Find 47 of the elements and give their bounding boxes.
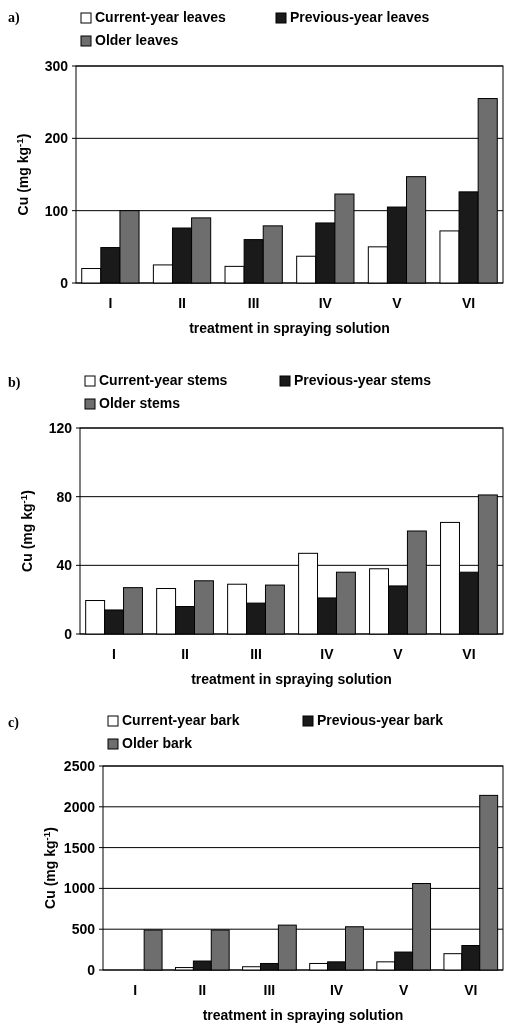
legend-label: Current-year bark: [122, 712, 240, 728]
y-tick-label: 40: [56, 557, 73, 574]
legend-label: Current-year leaves: [95, 9, 226, 25]
legend-label: Older leaves: [95, 32, 179, 48]
legend-label: Previous-year stems: [294, 372, 432, 388]
y-tick-label: 500: [71, 921, 96, 938]
y-tick-label: 120: [48, 419, 73, 436]
legend-label: Previous-year leaves: [290, 9, 430, 25]
x-axis-title: treatment in spraying solution: [191, 671, 392, 687]
x-tick-label: IV: [318, 295, 333, 311]
chart-title: c): [8, 715, 20, 731]
x-tick-label: II: [198, 982, 207, 998]
y-tick-label: 80: [56, 488, 73, 505]
x-tick-label: I: [108, 295, 113, 311]
chart-title: a): [8, 10, 20, 26]
x-tick-label: VI: [464, 982, 478, 998]
x-tick-label: I: [112, 646, 117, 662]
y-tick-label: 0: [64, 625, 73, 642]
y-tick-label: 100: [44, 202, 69, 219]
y-tick-label: 200: [44, 130, 69, 147]
legend-label: Older bark: [122, 735, 193, 751]
y-tick-label: 1000: [63, 880, 96, 897]
x-tick-label: V: [399, 982, 409, 998]
y-tick-label: 0: [87, 961, 96, 978]
x-tick-label: III: [247, 295, 260, 311]
x-tick-label: I: [133, 982, 138, 998]
x-tick-label: IV: [320, 646, 335, 662]
y-tick-label: 2000: [63, 798, 96, 815]
x-tick-label: III: [250, 646, 262, 662]
legend-label: Older stems: [99, 395, 181, 411]
chart-title: b): [8, 375, 21, 391]
x-tick-label: IV: [329, 982, 344, 998]
x-axis-title: treatment in spraying solution: [189, 320, 390, 336]
y-tick-label: 2500: [63, 757, 96, 774]
x-tick-label: III: [263, 982, 276, 998]
x-tick-label: II: [181, 646, 189, 662]
legend-label: Current-year stems: [99, 372, 228, 388]
x-tick-label: VI: [461, 295, 476, 311]
x-tick-label: VI: [462, 646, 476, 662]
x-tick-label: II: [178, 295, 186, 311]
y-tick-label: 0: [60, 274, 69, 291]
y-tick-label: 300: [44, 57, 69, 74]
x-tick-label: V: [392, 295, 403, 311]
y-tick-label: 1500: [63, 839, 96, 856]
x-axis-title: treatment in spraying solution: [202, 1007, 404, 1023]
legend-label: Previous-year bark: [317, 712, 444, 728]
x-tick-label: V: [393, 646, 404, 662]
